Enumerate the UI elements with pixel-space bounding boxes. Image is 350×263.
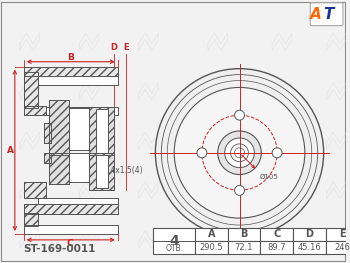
Bar	[24, 225, 118, 234]
Bar	[260, 228, 293, 241]
Bar	[195, 241, 228, 254]
Bar	[49, 100, 69, 155]
Bar	[24, 213, 37, 226]
Bar	[24, 72, 37, 108]
Circle shape	[174, 88, 305, 218]
Text: A: A	[7, 146, 14, 155]
Circle shape	[155, 69, 324, 237]
Bar	[96, 109, 108, 153]
Bar	[49, 153, 69, 184]
Text: ST-169-0011: ST-169-0011	[23, 244, 96, 254]
Text: D: D	[110, 43, 117, 52]
Text: 72.1: 72.1	[235, 243, 253, 252]
Bar	[37, 198, 118, 206]
Bar	[24, 72, 37, 108]
Bar	[43, 123, 51, 143]
Circle shape	[218, 131, 261, 175]
Text: E: E	[339, 229, 345, 239]
Text: C: C	[273, 229, 280, 239]
Bar	[69, 153, 114, 183]
Bar	[24, 204, 118, 214]
Circle shape	[231, 144, 248, 162]
Text: D: D	[305, 229, 313, 239]
Circle shape	[225, 138, 254, 168]
Bar	[195, 228, 228, 241]
Bar	[24, 106, 46, 115]
Bar	[293, 228, 326, 241]
Text: M14x1.5(4): M14x1.5(4)	[99, 166, 142, 175]
Bar	[24, 183, 46, 198]
Bar	[37, 75, 118, 85]
Bar	[89, 107, 114, 155]
Bar	[49, 153, 69, 184]
Bar	[89, 107, 114, 155]
Text: E: E	[123, 43, 128, 52]
FancyBboxPatch shape	[310, 3, 343, 26]
Bar	[24, 213, 37, 226]
Circle shape	[197, 148, 207, 158]
Bar	[326, 228, 350, 241]
Bar	[24, 204, 118, 214]
Bar	[43, 153, 51, 163]
Bar	[326, 241, 350, 254]
Text: B: B	[67, 53, 74, 62]
Bar	[49, 100, 69, 155]
Bar	[69, 108, 114, 150]
Bar	[24, 67, 118, 75]
Circle shape	[234, 110, 244, 120]
Bar	[228, 228, 260, 241]
Bar	[89, 153, 114, 190]
Text: A: A	[208, 229, 215, 239]
Bar	[293, 241, 326, 254]
Bar	[46, 107, 118, 115]
Bar	[43, 123, 51, 143]
Bar	[96, 155, 108, 188]
Text: Ø105: Ø105	[259, 174, 278, 180]
Bar	[89, 153, 114, 190]
Text: C: C	[67, 239, 73, 248]
Text: 4: 4	[169, 234, 179, 248]
Bar	[228, 241, 260, 254]
Text: A: A	[310, 7, 322, 22]
Bar	[24, 67, 118, 75]
Bar	[24, 183, 46, 198]
Bar	[43, 153, 51, 163]
Text: 290.5: 290.5	[199, 243, 223, 252]
Text: 246: 246	[334, 243, 350, 252]
Circle shape	[234, 185, 244, 195]
Text: 45.16: 45.16	[298, 243, 321, 252]
Circle shape	[234, 148, 244, 158]
Bar	[153, 228, 195, 254]
Bar	[24, 106, 46, 115]
Text: B: B	[240, 229, 248, 239]
Text: 89.7: 89.7	[267, 243, 286, 252]
Bar	[260, 241, 293, 254]
Text: T: T	[324, 7, 334, 22]
Circle shape	[272, 148, 282, 158]
Text: ОТВ.: ОТВ.	[165, 244, 183, 253]
